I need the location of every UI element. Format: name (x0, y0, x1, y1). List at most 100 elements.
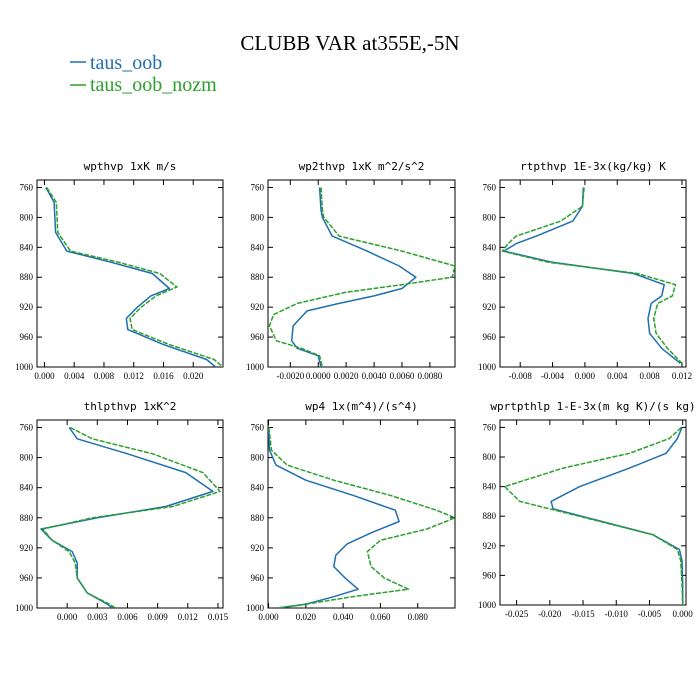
x-tick-label: 0.020 (183, 371, 204, 381)
legend-label-taus-oob: taus_oob (90, 52, 162, 74)
plot-frame (36, 419, 224, 609)
x-tick-label: 0.008 (94, 371, 115, 381)
y-tick-label: 880 (251, 272, 265, 282)
series-line-taus-oob-nozm (501, 187, 683, 364)
y-tick-label: 960 (20, 573, 34, 583)
y-tick-label: 800 (483, 452, 497, 462)
y-tick-label: 920 (20, 543, 34, 553)
series-line-taus-oob-nozm (503, 426, 684, 605)
y-tick-label: 840 (483, 482, 497, 492)
y-tick-label: 840 (20, 483, 34, 493)
y-tick-label: 1000 (15, 362, 34, 372)
y-tick-label: 1000 (478, 362, 497, 372)
panel-title: thlpthvp 1xK^2 (84, 400, 177, 413)
x-tick-label: 0.015 (208, 612, 229, 622)
x-tick-label: -0.004 (541, 371, 565, 381)
x-tick-label: 0.060 (370, 612, 391, 622)
series-line-taus-oob-nozm (268, 187, 455, 367)
legend-label-taus-oob-nozm: taus_oob_nozm (90, 74, 217, 96)
figure-title: CLUBB VAR at355E,-5N (240, 31, 459, 55)
y-tick-label: 760 (20, 182, 34, 192)
y-tick-label: 800 (483, 212, 497, 222)
x-tick-label: 0.0040 (362, 371, 387, 381)
y-tick-label: 800 (20, 212, 34, 222)
y-tick-label: 840 (20, 242, 34, 252)
y-tick-label: 760 (251, 182, 265, 192)
plot-frame (499, 419, 687, 606)
y-tick-label: 760 (20, 423, 34, 433)
x-tick-label: -0.015 (571, 609, 595, 619)
x-tick-label: 0.012 (672, 371, 692, 381)
panel-title: wp4 1x(m^4)/(s^4) (305, 400, 418, 413)
y-tick-label: 960 (251, 332, 265, 342)
y-tick-label: 920 (251, 302, 265, 312)
plot-frame (36, 179, 224, 368)
y-tick-label: 880 (20, 513, 34, 523)
y-tick-label: 800 (20, 453, 34, 463)
y-tick-label: 800 (251, 212, 265, 222)
panel-title: wpthvp 1xK m/s (84, 160, 177, 173)
panel-5: wp4 1x(m^4)/(s^4)76080084088092096010000… (246, 400, 456, 622)
series-line-taus-oob (503, 187, 681, 364)
series-line-taus-oob (45, 187, 217, 367)
y-tick-label: 840 (483, 242, 497, 252)
x-tick-label: -0.008 (509, 371, 533, 381)
y-tick-label: 760 (483, 422, 497, 432)
y-tick-label: 880 (20, 272, 34, 282)
x-tick-label: -0.020 (538, 609, 562, 619)
x-tick-label: -0.0020 (276, 371, 304, 381)
x-tick-label: -0.005 (638, 609, 662, 619)
x-tick-label: 0.012 (178, 612, 198, 622)
y-tick-label: 760 (483, 182, 497, 192)
panel-title: wp2thvp 1xK m^2/s^2 (299, 160, 425, 173)
y-tick-label: 960 (483, 332, 497, 342)
series-line-taus-oob (268, 427, 400, 608)
panel-title: rtpthvp 1E-3x(kg/kg) K (520, 160, 666, 173)
y-tick-label: 960 (20, 332, 34, 342)
x-tick-label: -0.025 (505, 609, 529, 619)
x-tick-label: 0.000 (673, 609, 694, 619)
x-tick-label: 0.004 (607, 371, 628, 381)
x-tick-label: 0.000 (34, 371, 55, 381)
y-tick-label: 880 (251, 513, 265, 523)
x-tick-label: 0.003 (87, 612, 108, 622)
x-tick-label: 0.040 (333, 612, 354, 622)
x-tick-label: 0.0020 (334, 371, 359, 381)
x-tick-label: 0.016 (153, 371, 174, 381)
x-tick-label: 0.080 (408, 612, 429, 622)
x-tick-label: 0.008 (639, 371, 660, 381)
y-tick-label: 840 (251, 483, 265, 493)
y-tick-label: 1000 (246, 603, 265, 613)
x-tick-label: 0.009 (148, 612, 169, 622)
x-tick-label: 0.012 (124, 371, 144, 381)
y-tick-label: 960 (251, 573, 265, 583)
panel-3: rtpthvp 1E-3x(kg/kg) K 760 800 840 880 920 960… (478, 160, 692, 381)
series-line-taus-oob-nozm (268, 427, 455, 608)
y-tick-label: 1000 (246, 362, 265, 372)
series-line-taus-oob (290, 187, 417, 367)
x-tick-label: 0.020 (296, 612, 317, 622)
x-tick-label: 0.004 (64, 371, 85, 381)
panel-6: wprtpthlp 1-E-3x(m kg K)/(s kg) 760 800 840… (478, 400, 696, 619)
y-tick-label: 840 (251, 242, 265, 252)
panel-1: wpthvp 1xK m/s76080084088092096010000.00… (15, 160, 224, 381)
x-tick-label: 0.006 (117, 612, 138, 622)
panels: wpthvp 1xK m/s76080084088092096010000.00… (15, 160, 696, 622)
x-tick-label: 0.0000 (306, 371, 331, 381)
x-tick-label: 0.000 (575, 371, 596, 381)
y-tick-label: 760 (251, 423, 265, 433)
y-tick-label: 920 (251, 543, 265, 553)
series-line-taus-oob-nozm (46, 187, 223, 367)
series-line-taus-oob-nozm (42, 426, 221, 608)
series-line-taus-oob (40, 427, 214, 608)
panel-title: wprtpthlp 1-E-3x(m kg K)/(s kg) (490, 400, 695, 413)
plot-frame (267, 419, 456, 609)
x-tick-label: 0.000 (258, 612, 279, 622)
x-tick-label: 0.0060 (390, 371, 415, 381)
y-tick-label: 880 (483, 511, 497, 521)
x-tick-label: 0.0080 (418, 371, 443, 381)
plot-frame (499, 179, 687, 368)
y-tick-label: 1000 (478, 600, 497, 610)
x-tick-label: -0.010 (605, 609, 629, 619)
